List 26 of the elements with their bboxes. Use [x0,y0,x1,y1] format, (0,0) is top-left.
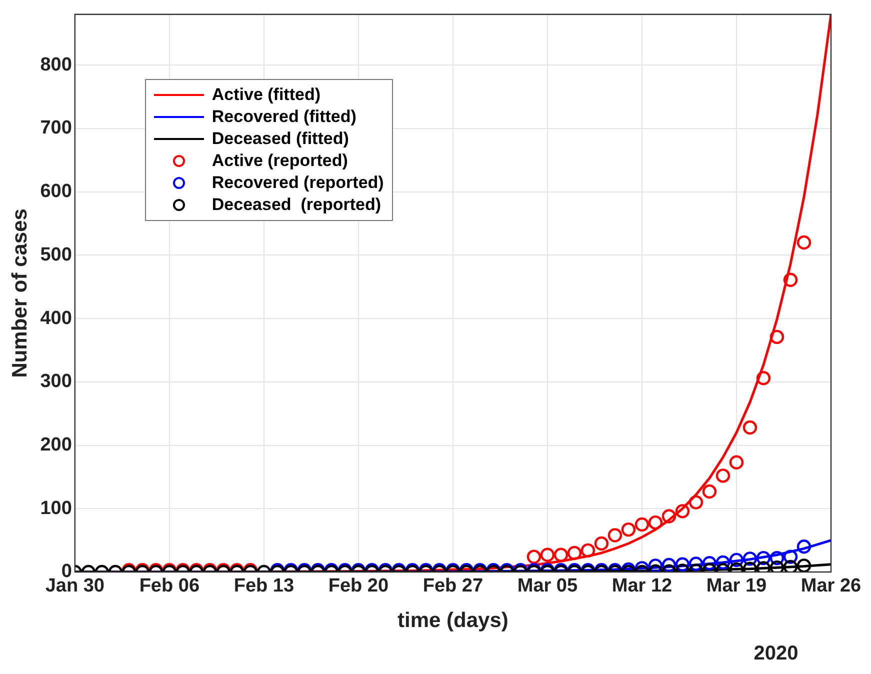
x-tick-label: Mar 26 [800,576,862,597]
legend-label: Deceased (fitted) [212,129,349,150]
legend-label: Active (fitted) [212,85,321,106]
x-tick-label: Feb 13 [234,576,294,597]
x-tick-label: Mar 19 [706,576,767,597]
y-tick-label: 800 [40,54,72,76]
x-tick-label: Feb 20 [328,576,389,597]
x-tick-label: Feb 06 [139,576,200,597]
legend-label: Deceased (reported) [212,195,382,216]
x-tick-label: Mar 12 [612,576,672,597]
y-tick-label: 600 [40,181,72,202]
y-tick-label: 700 [40,118,72,139]
y-tick-label: 200 [40,434,72,456]
legend-label: Active (reported) [212,151,348,172]
x-tick-label: Mar 05 [517,576,578,597]
y-axis-title: Number of cases [8,208,32,378]
y-tick-label: 500 [40,244,72,266]
y-tick-label: 300 [40,371,72,392]
y-tick-label: 400 [40,308,72,329]
y-tick-label: 100 [40,498,72,519]
x-axis-title: time (days) [398,609,508,632]
legend-label: Recovered (fitted) [212,107,356,128]
x-tick-label: Feb 27 [422,576,484,597]
y-tick-label: 0 [61,561,72,582]
legend-label: Recovered (reported) [212,173,384,194]
text: 2020 [754,642,798,665]
